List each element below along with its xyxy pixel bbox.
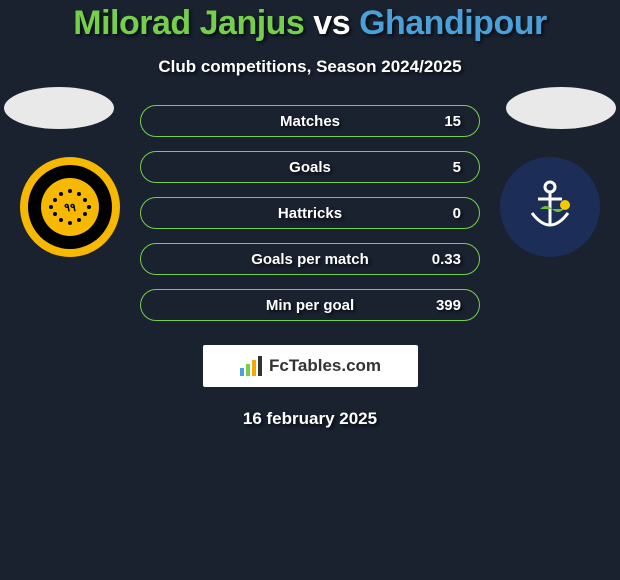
stats-area: ٩٩ Mat (0, 105, 620, 321)
stat-bar: Hattricks0 (140, 197, 480, 229)
anchor-icon (520, 177, 580, 237)
stat-label: Goals (195, 159, 425, 176)
player1-avatar-head (4, 87, 114, 129)
title-player1: Milorad Janjus (73, 4, 304, 42)
stat-bar: Min per goal399 (140, 289, 480, 321)
fctables-logo: FcTables.com (203, 345, 418, 387)
logo-text: FcTables.com (269, 356, 381, 376)
stat-value: 15 (425, 113, 461, 130)
stats-column: Matches15 Goals5 Hattricks0 Goals per match… (140, 105, 480, 321)
bar-chart-icon (239, 356, 263, 376)
stat-bar: Matches15 (140, 105, 480, 137)
stat-label: Matches (195, 113, 425, 130)
sepahan-icon: ٩٩ (41, 178, 99, 236)
stat-value: 0 (425, 205, 461, 222)
player2-avatar-head (506, 87, 616, 129)
stat-bar: Goals5 (140, 151, 480, 183)
player1-club-badge: ٩٩ (20, 157, 120, 257)
stat-label: Goals per match (195, 251, 425, 268)
badge-core: ٩٩ (41, 178, 99, 236)
stat-value: 0.33 (425, 251, 461, 268)
comparison-card: Milorad Janjus vs Ghandipour Club compet… (0, 0, 620, 429)
page-title: Milorad Janjus vs Ghandipour (0, 4, 620, 43)
date-text: 16 february 2025 (0, 409, 620, 429)
player2-club-badge (500, 157, 600, 257)
stat-bar: Goals per match0.33 (140, 243, 480, 275)
svg-text:٩٩: ٩٩ (64, 202, 76, 214)
stat-value: 5 (425, 159, 461, 176)
badge-ring: ٩٩ (28, 165, 112, 249)
subtitle: Club competitions, Season 2024/2025 (0, 57, 620, 77)
stat-label: Hattricks (195, 205, 425, 222)
stat-label: Min per goal (195, 297, 425, 314)
stat-value: 399 (425, 297, 461, 314)
title-player2: Ghandipour (359, 4, 547, 42)
title-vs: vs (304, 4, 359, 42)
